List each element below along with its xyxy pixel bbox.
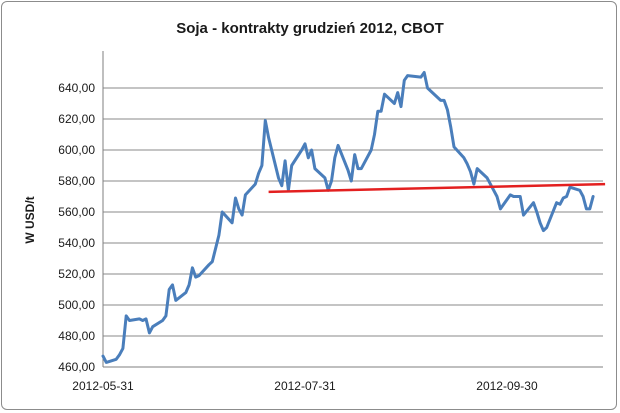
- gridlines: [103, 87, 603, 337]
- series-line: [101, 71, 595, 364]
- y-tick-label: 620,00: [58, 112, 95, 126]
- y-tick-label: 480,00: [58, 329, 95, 343]
- x-tick-label: 2012-07-31: [274, 379, 336, 393]
- y-tick-label: 560,00: [58, 205, 95, 219]
- chart-title: Soja - kontrakty grudzień 2012, CBOT: [176, 20, 444, 37]
- x-tick-label: 2012-05-31: [72, 379, 134, 393]
- y-axis-label: W USD/t: [23, 196, 37, 243]
- y-tick-label: 640,00: [58, 81, 95, 95]
- y-tick-label: 540,00: [58, 236, 95, 250]
- x-tick-label: 2012-09-30: [476, 379, 538, 393]
- y-tick-labels: 460,00 480,00 500,00 520,00 540,00 560,00 580,…: [58, 81, 95, 374]
- y-tick-label: 520,00: [58, 267, 95, 281]
- y-tick-label: 580,00: [58, 174, 95, 188]
- y-tick-label: 600,00: [58, 143, 95, 157]
- y-tick-label: 460,00: [58, 360, 95, 374]
- x-tick-labels: 2012-05-31 2012-07-31 2012-09-30: [72, 379, 538, 393]
- y-tick-label: 500,00: [58, 298, 95, 312]
- trend-line: [268, 182, 606, 194]
